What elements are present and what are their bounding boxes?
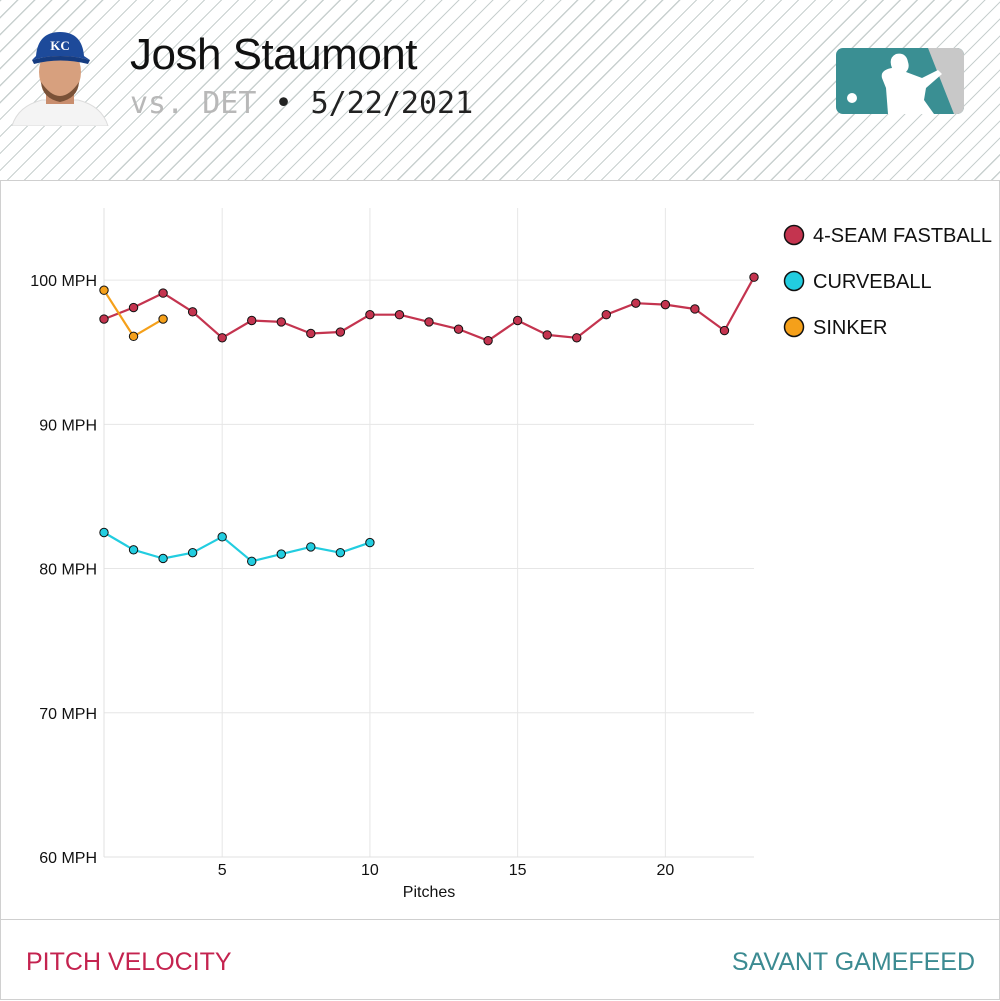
data-point[interactable] — [394, 310, 405, 320]
series — [99, 272, 759, 567]
data-point[interactable] — [306, 328, 316, 339]
y-tick-label: 60 MPH — [39, 850, 97, 867]
data-point[interactable] — [335, 327, 346, 337]
grid — [103, 208, 754, 858]
data-point[interactable] — [276, 549, 286, 559]
data-point[interactable] — [749, 272, 759, 282]
footer-title: PITCH VELOCITY — [26, 948, 232, 976]
y-tick-label: 80 MPH — [39, 562, 97, 579]
y-tick-label: 70 MPH — [39, 706, 97, 723]
data-point[interactable] — [572, 333, 582, 343]
data-point[interactable] — [217, 333, 227, 343]
legend-swatch — [783, 316, 805, 338]
cap-logo-text: KC — [50, 38, 70, 53]
series-4-seam-fastball — [99, 272, 759, 346]
data-point[interactable] — [187, 547, 198, 558]
legend-swatch — [783, 224, 805, 246]
data-point[interactable] — [365, 537, 375, 548]
y-axis: 100 MPH 90 MPH 80 MPH 70 MPH 60 MPH — [30, 273, 97, 867]
legend-item[interactable]: 4-SEAM FASTBALL — [783, 224, 992, 247]
data-point[interactable] — [631, 298, 641, 308]
legend-label: 4-SEAM FASTBALL — [813, 225, 992, 247]
data-point[interactable] — [128, 545, 139, 555]
footer: PITCH VELOCITY SAVANT GAMEFEED — [0, 919, 1000, 1001]
mlb-logo-icon — [836, 48, 964, 114]
data-point[interactable] — [542, 330, 552, 340]
data-point[interactable] — [424, 317, 434, 327]
data-point[interactable] — [217, 532, 227, 542]
series-line — [103, 531, 371, 563]
y-tick-label: 100 MPH — [30, 273, 97, 290]
legend-swatch — [783, 270, 805, 292]
data-point[interactable] — [335, 547, 346, 558]
x-tick-label: 5 — [218, 862, 227, 879]
game-date: 5/22/2021 — [310, 86, 474, 121]
x-axis-title: Pitches — [403, 884, 455, 901]
legend-item[interactable]: CURVEBALL — [783, 270, 932, 293]
data-point[interactable] — [365, 310, 375, 320]
data-point[interactable] — [158, 288, 168, 298]
data-point[interactable] — [99, 527, 109, 538]
series-curveball — [99, 527, 375, 567]
legend-item[interactable]: SINKER — [783, 316, 888, 339]
data-point[interactable] — [247, 556, 257, 567]
opponent-label: vs. DET — [130, 86, 257, 121]
footer-brand: SAVANT GAMEFEED — [731, 948, 975, 976]
legend-label: SINKER — [813, 317, 887, 339]
series-sinker — [99, 285, 168, 342]
data-point[interactable] — [453, 324, 464, 334]
player-name: Josh Staumont — [130, 30, 418, 79]
legend: 4-SEAM FASTBALL CURVEBALL SINKER — [783, 224, 992, 339]
data-point[interactable] — [99, 285, 109, 295]
data-point[interactable] — [276, 317, 286, 327]
data-point[interactable] — [512, 315, 523, 326]
data-point[interactable] — [187, 307, 198, 317]
data-point[interactable] — [306, 542, 316, 552]
data-point[interactable] — [128, 331, 139, 342]
player-headshot: KC — [11, 32, 109, 126]
series-line — [103, 276, 755, 342]
header: KC Josh Staumont vs. DET • 5/22/2021 — [0, 0, 1000, 181]
data-point[interactable] — [128, 302, 139, 313]
game-info: vs. DET • 5/22/2021 — [130, 86, 473, 121]
data-point[interactable] — [158, 314, 168, 324]
data-point[interactable] — [601, 310, 611, 320]
data-point[interactable] — [158, 553, 168, 564]
x-tick-label: 10 — [361, 862, 379, 879]
x-axis: 5 10 15 20 — [218, 862, 675, 879]
separator-dot: • — [274, 86, 293, 121]
data-point[interactable] — [660, 299, 671, 310]
data-point[interactable] — [247, 315, 257, 326]
y-tick-label: 90 MPH — [39, 417, 97, 434]
x-tick-label: 15 — [509, 862, 527, 879]
data-point[interactable] — [690, 304, 700, 314]
data-point[interactable] — [99, 314, 109, 324]
data-point[interactable] — [483, 335, 493, 346]
x-tick-label: 20 — [656, 862, 674, 879]
legend-label: CURVEBALL — [813, 271, 932, 293]
data-point[interactable] — [719, 325, 730, 336]
